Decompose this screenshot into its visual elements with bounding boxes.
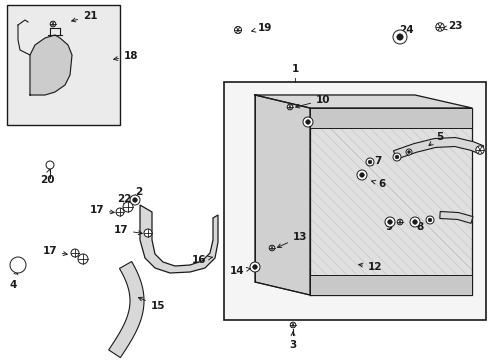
Circle shape xyxy=(252,265,257,269)
Circle shape xyxy=(46,161,54,169)
Circle shape xyxy=(130,195,140,205)
Circle shape xyxy=(367,160,371,164)
Text: 2: 2 xyxy=(135,187,142,200)
Circle shape xyxy=(396,219,402,225)
Polygon shape xyxy=(30,35,72,95)
Circle shape xyxy=(289,322,295,328)
Circle shape xyxy=(78,254,88,264)
Circle shape xyxy=(50,21,56,27)
Bar xyxy=(309,108,471,128)
Circle shape xyxy=(269,245,274,251)
Circle shape xyxy=(116,208,124,216)
Text: 8: 8 xyxy=(415,222,423,232)
Polygon shape xyxy=(439,212,472,223)
Circle shape xyxy=(396,34,402,40)
Circle shape xyxy=(359,173,364,177)
Text: 3: 3 xyxy=(289,332,296,350)
Bar xyxy=(309,275,471,295)
Polygon shape xyxy=(254,95,309,295)
Circle shape xyxy=(143,229,152,237)
Text: 10: 10 xyxy=(295,95,330,108)
Text: 1: 1 xyxy=(291,64,298,74)
Circle shape xyxy=(286,104,292,110)
Polygon shape xyxy=(140,205,218,273)
Text: 16: 16 xyxy=(192,255,212,265)
Text: 6: 6 xyxy=(371,179,385,189)
Text: 20: 20 xyxy=(40,169,54,185)
Text: 14: 14 xyxy=(229,266,250,276)
Circle shape xyxy=(392,153,400,161)
Text: 19: 19 xyxy=(251,23,272,33)
Text: 17: 17 xyxy=(89,205,114,215)
Text: 7: 7 xyxy=(367,156,381,166)
Circle shape xyxy=(425,216,433,224)
Bar xyxy=(224,82,485,320)
Circle shape xyxy=(427,218,431,222)
Circle shape xyxy=(387,220,391,224)
Circle shape xyxy=(305,120,309,124)
Text: 18: 18 xyxy=(114,51,138,61)
Circle shape xyxy=(392,30,406,44)
Text: 13: 13 xyxy=(277,232,307,248)
Polygon shape xyxy=(254,95,471,108)
Circle shape xyxy=(123,202,133,212)
Circle shape xyxy=(435,23,443,31)
Text: 11: 11 xyxy=(317,112,346,123)
Circle shape xyxy=(365,158,373,166)
Polygon shape xyxy=(309,108,471,295)
Text: 9: 9 xyxy=(385,222,392,232)
Circle shape xyxy=(405,149,411,155)
Polygon shape xyxy=(108,261,143,357)
Circle shape xyxy=(234,27,241,33)
Circle shape xyxy=(409,217,419,227)
Polygon shape xyxy=(393,138,483,159)
Circle shape xyxy=(356,170,366,180)
Circle shape xyxy=(384,217,394,227)
Text: 17: 17 xyxy=(42,246,67,256)
Bar xyxy=(7,5,120,125)
Text: 22: 22 xyxy=(117,194,131,207)
Circle shape xyxy=(475,146,483,154)
Circle shape xyxy=(71,249,79,257)
Circle shape xyxy=(132,198,137,202)
Circle shape xyxy=(10,257,26,273)
Circle shape xyxy=(412,220,416,224)
Circle shape xyxy=(303,117,312,127)
Text: 4: 4 xyxy=(9,271,18,290)
Circle shape xyxy=(407,150,409,153)
Text: 5: 5 xyxy=(428,132,442,146)
Text: 15: 15 xyxy=(138,297,165,311)
Text: 21: 21 xyxy=(72,11,97,22)
Circle shape xyxy=(249,262,260,272)
Circle shape xyxy=(394,155,398,159)
Text: 23: 23 xyxy=(442,21,462,31)
Text: 24: 24 xyxy=(398,25,412,38)
Text: 12: 12 xyxy=(358,262,382,272)
Text: 17: 17 xyxy=(113,225,142,235)
